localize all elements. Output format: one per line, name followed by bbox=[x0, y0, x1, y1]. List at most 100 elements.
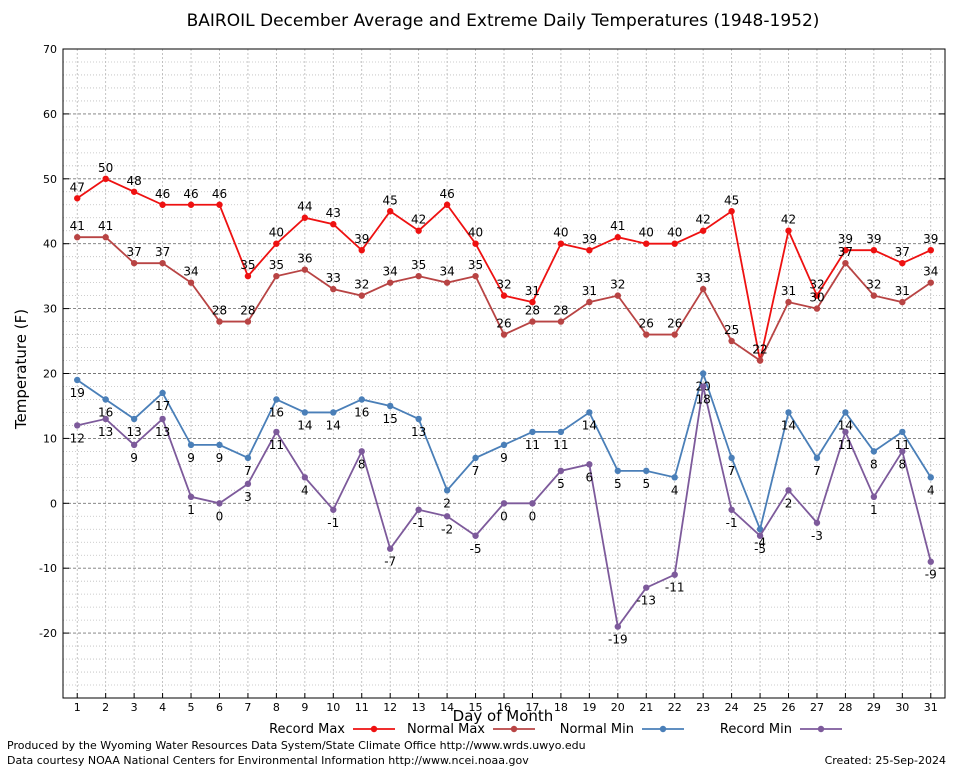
data-point bbox=[187, 201, 195, 208]
data-point bbox=[386, 279, 394, 286]
x-tick-label: 21 bbox=[639, 701, 653, 714]
data-point bbox=[671, 331, 678, 338]
data-point bbox=[870, 493, 878, 501]
data-point bbox=[159, 389, 166, 397]
data-label: 14 bbox=[781, 418, 796, 432]
data-label: 34 bbox=[183, 265, 198, 279]
data-label: 31 bbox=[582, 284, 597, 298]
data-label: 16 bbox=[98, 405, 113, 419]
x-tick-label: 10 bbox=[326, 701, 340, 714]
data-point bbox=[899, 428, 906, 436]
data-label: 41 bbox=[98, 219, 113, 233]
series-normal-max: 41 41 37 37 34 28 28 35 36 33 32 34 35 34 35 26 28 28 31 32… bbox=[70, 219, 938, 364]
x-tick-label: 4 bbox=[159, 701, 166, 714]
data-point bbox=[386, 545, 394, 552]
data-point bbox=[870, 448, 878, 455]
data-label: 8 bbox=[870, 457, 878, 471]
data-label: 9 bbox=[500, 451, 508, 465]
y-tick-label: 10 bbox=[43, 432, 57, 445]
data-point bbox=[472, 272, 479, 280]
data-point bbox=[386, 402, 394, 410]
legend: Record Max Normal Max Normal Min Record Min bbox=[269, 722, 842, 737]
data-point bbox=[358, 246, 365, 254]
x-axis-title: Day of Month bbox=[453, 707, 554, 725]
data-label: 4 bbox=[301, 483, 309, 497]
data-label: 45 bbox=[383, 193, 398, 207]
data-label: 3 bbox=[244, 490, 252, 504]
x-tick-label: 17 bbox=[525, 701, 539, 714]
data-point bbox=[614, 234, 622, 241]
data-label: 46 bbox=[155, 187, 170, 201]
data-point bbox=[899, 298, 906, 306]
data-point bbox=[643, 584, 650, 591]
data-point bbox=[415, 415, 422, 423]
data-point bbox=[443, 201, 451, 208]
data-label: 18 bbox=[696, 392, 711, 406]
x-tick-label: 30 bbox=[895, 701, 909, 714]
x-tick-label: 15 bbox=[469, 701, 483, 714]
x-tick-label: 6 bbox=[216, 701, 223, 714]
y-tick-label: 30 bbox=[43, 303, 57, 316]
data-point bbox=[273, 272, 280, 280]
data-point bbox=[557, 467, 565, 475]
x-tick-label: 19 bbox=[582, 701, 596, 714]
data-label: 13 bbox=[411, 425, 426, 439]
data-label: 7 bbox=[244, 464, 252, 478]
data-label: 19 bbox=[70, 386, 85, 400]
data-label: 7 bbox=[472, 464, 480, 478]
x-tick-label: 23 bbox=[696, 701, 710, 714]
data-point bbox=[785, 487, 792, 494]
data-label: 28 bbox=[212, 304, 227, 318]
data-point bbox=[130, 188, 138, 195]
x-tick-label: 27 bbox=[810, 701, 824, 714]
data-point bbox=[500, 292, 508, 299]
data-point bbox=[330, 221, 337, 228]
data-label: 35 bbox=[240, 258, 255, 272]
data-point bbox=[330, 285, 337, 293]
data-point bbox=[102, 234, 109, 241]
data-label: 42 bbox=[696, 213, 711, 227]
data-label: -5 bbox=[470, 542, 482, 556]
data-label: 50 bbox=[98, 161, 113, 175]
x-tick-label: 29 bbox=[867, 701, 881, 714]
data-label: 4 bbox=[671, 483, 679, 497]
data-point bbox=[187, 441, 195, 449]
data-point bbox=[74, 195, 81, 202]
data-point bbox=[330, 506, 337, 513]
data-point bbox=[102, 415, 109, 423]
legend-marker bbox=[510, 725, 518, 733]
data-label: -2 bbox=[441, 522, 453, 536]
data-point bbox=[500, 331, 508, 338]
data-point bbox=[699, 383, 707, 390]
data-point bbox=[529, 500, 536, 507]
x-tick-label: 22 bbox=[668, 701, 682, 714]
data-label: -1 bbox=[413, 516, 425, 530]
x-tick-label: 28 bbox=[838, 701, 852, 714]
x-tick-label: 24 bbox=[725, 701, 739, 714]
legend-label: Normal Min bbox=[560, 722, 634, 737]
x-tick-label: 2 bbox=[102, 701, 109, 714]
data-point bbox=[102, 396, 109, 403]
data-label: 26 bbox=[496, 317, 511, 331]
data-point bbox=[728, 208, 735, 215]
x-tick-label: 7 bbox=[244, 701, 251, 714]
y-tick-label: -10 bbox=[39, 562, 57, 575]
data-point bbox=[614, 467, 622, 475]
data-label: 39 bbox=[866, 232, 881, 246]
data-point bbox=[643, 467, 650, 475]
data-label: 9 bbox=[130, 451, 138, 465]
data-label: 40 bbox=[639, 226, 654, 240]
data-label: 46 bbox=[212, 187, 227, 201]
data-point bbox=[927, 279, 934, 286]
x-tick-label: 14 bbox=[440, 701, 454, 714]
data-label: 34 bbox=[439, 265, 454, 279]
data-point bbox=[728, 454, 735, 462]
data-point bbox=[301, 474, 309, 481]
data-label: 43 bbox=[326, 206, 341, 220]
data-label: 31 bbox=[525, 284, 540, 298]
data-label: 11 bbox=[895, 438, 910, 452]
data-point bbox=[586, 461, 593, 468]
y-tick-label: 40 bbox=[43, 238, 57, 251]
data-point bbox=[443, 487, 451, 494]
